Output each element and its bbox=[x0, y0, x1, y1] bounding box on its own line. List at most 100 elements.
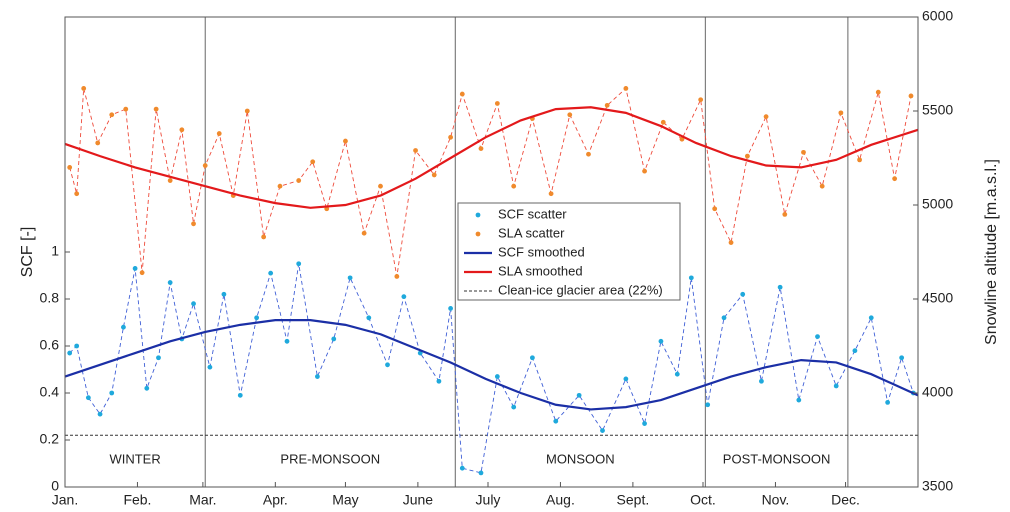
scatter-point bbox=[759, 378, 764, 384]
scatter-point bbox=[833, 383, 839, 389]
scatter-point bbox=[478, 146, 484, 152]
scatter-point bbox=[284, 338, 290, 344]
scatter-point bbox=[167, 178, 173, 183]
scatter-point bbox=[436, 378, 442, 384]
scatter-point bbox=[331, 336, 337, 342]
scatter-point bbox=[721, 315, 727, 321]
x-tick-label: June bbox=[403, 492, 434, 508]
x-tick-label: Mar. bbox=[189, 492, 216, 508]
scatter-point bbox=[908, 93, 914, 99]
x-tick-label: Nov. bbox=[762, 492, 790, 508]
scatter-point bbox=[705, 402, 711, 408]
scatter-point bbox=[899, 355, 905, 361]
scatter-point bbox=[121, 324, 126, 330]
scatter-point bbox=[167, 280, 173, 285]
scatter-point bbox=[782, 212, 788, 217]
legend-label: Clean-ice glacier area (22%) bbox=[498, 282, 663, 297]
scatter-point bbox=[378, 183, 383, 189]
scatter-point bbox=[604, 102, 610, 108]
season-label: PRE-MONSOON bbox=[280, 451, 380, 466]
scatter-point bbox=[431, 172, 437, 178]
scatter-point bbox=[85, 395, 91, 401]
scatter-point bbox=[81, 86, 87, 91]
scatter-point bbox=[310, 159, 316, 165]
x-tick-label: July bbox=[476, 492, 501, 508]
scatter-point bbox=[221, 291, 227, 297]
scatter-point bbox=[838, 110, 844, 116]
scatter-point bbox=[123, 106, 129, 112]
scatter-point bbox=[156, 355, 161, 361]
smoothed-line bbox=[65, 106, 918, 209]
y-tick-label: 1 bbox=[51, 243, 59, 259]
scatter-point bbox=[413, 148, 418, 153]
x-tick-label: Feb. bbox=[123, 492, 151, 508]
scatter-point bbox=[67, 350, 73, 356]
y2-tick-label: 4500 bbox=[922, 290, 953, 306]
scatter-point bbox=[688, 275, 694, 281]
scatter-point bbox=[815, 334, 820, 339]
scatter-point bbox=[394, 274, 400, 279]
scatter-point bbox=[314, 374, 320, 379]
x-tick-label: May bbox=[332, 492, 358, 508]
scatter-point bbox=[144, 385, 150, 391]
scatter-point bbox=[74, 343, 80, 349]
y2-tick-label: 3500 bbox=[922, 478, 953, 494]
y-tick-label: 0.2 bbox=[40, 431, 60, 447]
scatter-point bbox=[139, 270, 145, 276]
season-label: MONSOON bbox=[546, 451, 615, 466]
scatter-point bbox=[277, 183, 283, 189]
scatter-point bbox=[600, 428, 605, 433]
x-tick-label: Oct. bbox=[690, 492, 716, 508]
scatter-point bbox=[548, 191, 554, 197]
scatter-point bbox=[511, 183, 517, 189]
scatter-point bbox=[623, 86, 629, 91]
season-label: WINTER bbox=[109, 451, 160, 466]
scatter-point bbox=[511, 404, 517, 410]
scatter-point bbox=[868, 315, 874, 321]
y2-tick-label: 6000 bbox=[922, 8, 953, 24]
scatter-point bbox=[343, 138, 348, 144]
scatter-point bbox=[763, 114, 769, 120]
scatter-point bbox=[95, 140, 101, 146]
scatter-point bbox=[679, 136, 685, 142]
scatter-point bbox=[153, 106, 159, 112]
x-tick-label: Dec. bbox=[831, 492, 860, 508]
scatter-point bbox=[819, 183, 825, 189]
x-tick-label: Jan. bbox=[52, 492, 78, 508]
scatter-point bbox=[660, 119, 666, 125]
scatter-point bbox=[852, 348, 858, 354]
scatter-point bbox=[567, 112, 573, 118]
y2-axis-label: Snowline altitude [m.a.s.l.] bbox=[983, 159, 1000, 345]
scatter-point bbox=[459, 465, 465, 471]
scatter-point bbox=[698, 97, 704, 103]
scatter-point bbox=[109, 390, 115, 396]
scatter-point bbox=[261, 234, 267, 240]
y-tick-label: 0 bbox=[51, 478, 59, 494]
scatter-link bbox=[69, 87, 912, 277]
scatter-point bbox=[494, 374, 500, 379]
scatter-point bbox=[361, 230, 367, 236]
scatter-point bbox=[494, 101, 500, 106]
y-axis-label: SCF [-] bbox=[19, 227, 36, 278]
scatter-point bbox=[97, 411, 103, 417]
scatter-point bbox=[875, 89, 881, 95]
scatter-point bbox=[179, 127, 185, 133]
scatter-point bbox=[347, 275, 353, 281]
y2-tick-label: 4000 bbox=[922, 384, 953, 400]
legend-swatch bbox=[475, 231, 481, 237]
legend-swatch bbox=[475, 212, 481, 218]
scatter-point bbox=[712, 206, 718, 212]
scatter-point bbox=[207, 364, 213, 370]
scatter-point bbox=[202, 163, 208, 168]
scatter-point bbox=[885, 400, 891, 405]
season-label: POST-MONSOON bbox=[723, 451, 831, 466]
scatter-point bbox=[674, 371, 680, 377]
plot-area bbox=[65, 17, 918, 487]
legend-label: SLA smoothed bbox=[498, 263, 583, 278]
scatter-point bbox=[296, 178, 302, 183]
scatter-point bbox=[385, 362, 390, 368]
scatter-point bbox=[642, 421, 647, 426]
legend-label: SLA scatter bbox=[498, 225, 565, 240]
scatter-point bbox=[191, 221, 196, 227]
